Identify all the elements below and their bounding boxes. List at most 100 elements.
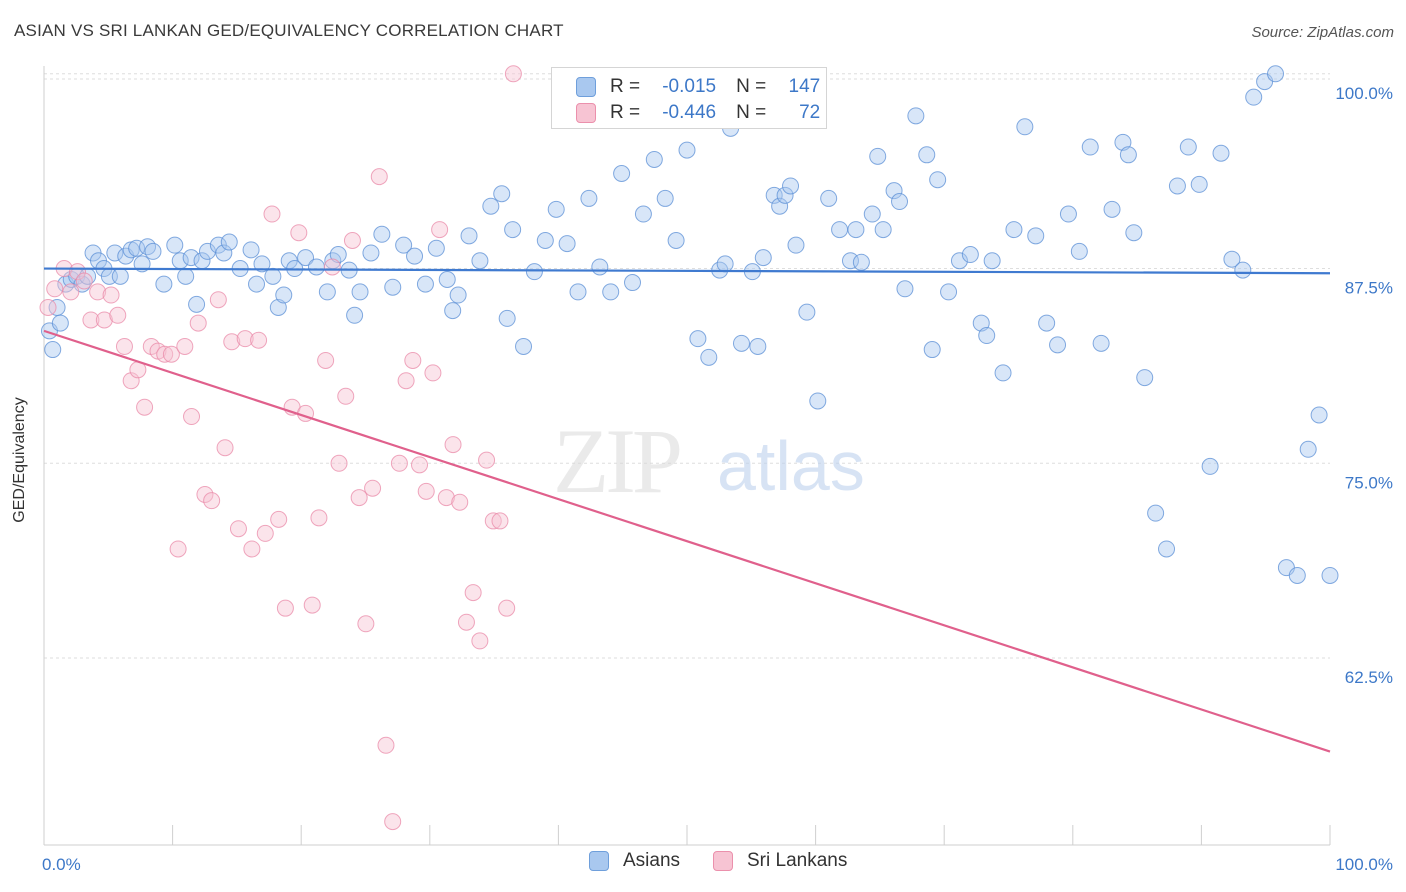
asian-point bbox=[1201, 457, 1219, 475]
asian-point bbox=[831, 221, 849, 239]
sri-lankan-point bbox=[457, 613, 475, 631]
asian-point bbox=[1321, 566, 1339, 584]
sri-lankan-point bbox=[471, 632, 489, 650]
asian-point bbox=[220, 233, 238, 251]
x-tick-label-min: 0.0% bbox=[42, 855, 81, 874]
asian-point bbox=[776, 186, 794, 204]
asian-point bbox=[1027, 227, 1045, 245]
sri-lankan-point bbox=[484, 512, 502, 530]
asian-point bbox=[645, 150, 663, 168]
asian-point bbox=[525, 263, 543, 281]
sri-lankan-point bbox=[377, 736, 395, 754]
sri-lankan-point bbox=[357, 615, 375, 633]
asian-point bbox=[471, 252, 489, 270]
asian-point bbox=[1299, 440, 1317, 458]
asian-point bbox=[139, 238, 157, 256]
asian-point bbox=[1005, 221, 1023, 239]
asian-point bbox=[1168, 177, 1186, 195]
asian-point bbox=[787, 236, 805, 254]
asian-point bbox=[994, 364, 1012, 382]
asian-point bbox=[940, 283, 958, 301]
legend-row-asians: R = -0.015 N = 147 bbox=[576, 74, 820, 100]
asian-point bbox=[1267, 65, 1285, 83]
asian-point bbox=[155, 275, 173, 293]
asian-point bbox=[874, 221, 892, 239]
asian-point bbox=[416, 275, 434, 293]
asian-point bbox=[498, 309, 516, 327]
asian-point bbox=[307, 258, 325, 276]
asian-point bbox=[798, 303, 816, 321]
asian-point bbox=[978, 327, 996, 345]
asian-point bbox=[700, 348, 718, 366]
y-tick-label: 75.0% bbox=[1345, 473, 1393, 492]
sri-lankan-point bbox=[136, 398, 154, 416]
asian-point bbox=[242, 241, 260, 259]
asian-point bbox=[841, 252, 859, 270]
asian-point bbox=[569, 283, 587, 301]
sri-lankan-point bbox=[169, 540, 187, 558]
asian-point bbox=[923, 341, 941, 359]
legend-item-asians[interactable]: Asians bbox=[589, 850, 680, 872]
asian-point bbox=[1016, 118, 1034, 136]
r-value: -0.446 bbox=[662, 102, 717, 123]
asian-point bbox=[1212, 144, 1230, 162]
sri-lankan-point bbox=[122, 372, 140, 390]
asian-point bbox=[869, 147, 887, 165]
asian-point bbox=[253, 255, 271, 273]
asian-point bbox=[362, 244, 380, 262]
asian-point bbox=[128, 239, 146, 257]
sri-lankan-point bbox=[384, 813, 402, 831]
sri-lankan-point bbox=[498, 599, 516, 617]
asian-point bbox=[106, 244, 124, 262]
legend-swatch-sri-lankans bbox=[713, 851, 733, 871]
asian-point bbox=[809, 392, 827, 410]
asian-point bbox=[896, 280, 914, 298]
asian-point bbox=[482, 197, 500, 215]
sri-lankan-point bbox=[303, 596, 321, 614]
sri-lankan-point bbox=[243, 540, 261, 558]
sri-lankan-point bbox=[317, 351, 335, 369]
r-label: R = bbox=[610, 102, 641, 123]
asian-point bbox=[547, 200, 565, 218]
asian-point bbox=[329, 246, 347, 264]
sri-lankan-point bbox=[397, 372, 415, 390]
asian-point bbox=[1179, 138, 1197, 156]
legend-item-sri-lankans[interactable]: Sri Lankans bbox=[713, 850, 847, 872]
asian-point bbox=[144, 242, 162, 260]
trend-line-sri-lankans bbox=[43, 329, 1331, 753]
sri-lankan-point bbox=[209, 291, 227, 309]
sri-lankan-point bbox=[176, 337, 194, 355]
asian-point bbox=[384, 278, 402, 296]
asian-point bbox=[1038, 314, 1056, 332]
asian-point bbox=[972, 314, 990, 332]
asian-point bbox=[1125, 224, 1143, 242]
asian-point bbox=[493, 185, 511, 203]
sri-lankan-point bbox=[323, 258, 341, 276]
asian-point bbox=[678, 141, 696, 159]
asian-point bbox=[1136, 369, 1154, 387]
sri-lankan-point bbox=[290, 224, 308, 242]
watermark-atlas: atlas bbox=[717, 427, 865, 505]
legend-swatch-asians bbox=[589, 851, 609, 871]
asian-point bbox=[248, 275, 266, 293]
sri-lankan-point bbox=[263, 205, 281, 223]
asian-point bbox=[656, 189, 674, 207]
asian-point bbox=[782, 177, 800, 195]
sri-lankan-point bbox=[236, 330, 254, 348]
sri-lankan-point bbox=[62, 283, 80, 301]
asian-point bbox=[863, 205, 881, 223]
sri-lankan-point bbox=[162, 345, 180, 363]
asian-point bbox=[1049, 336, 1067, 354]
sri-lankan-point bbox=[464, 584, 482, 602]
asian-point bbox=[929, 171, 947, 189]
asian-point bbox=[177, 267, 195, 285]
sri-lankan-point bbox=[444, 436, 462, 454]
asian-point bbox=[1310, 406, 1328, 424]
series-asians-points bbox=[40, 65, 1339, 584]
asian-point bbox=[373, 225, 391, 243]
asian-point bbox=[1288, 566, 1306, 584]
sri-lankan-point bbox=[431, 221, 449, 239]
asian-point bbox=[613, 165, 631, 183]
sri-lankan-point bbox=[229, 520, 247, 538]
